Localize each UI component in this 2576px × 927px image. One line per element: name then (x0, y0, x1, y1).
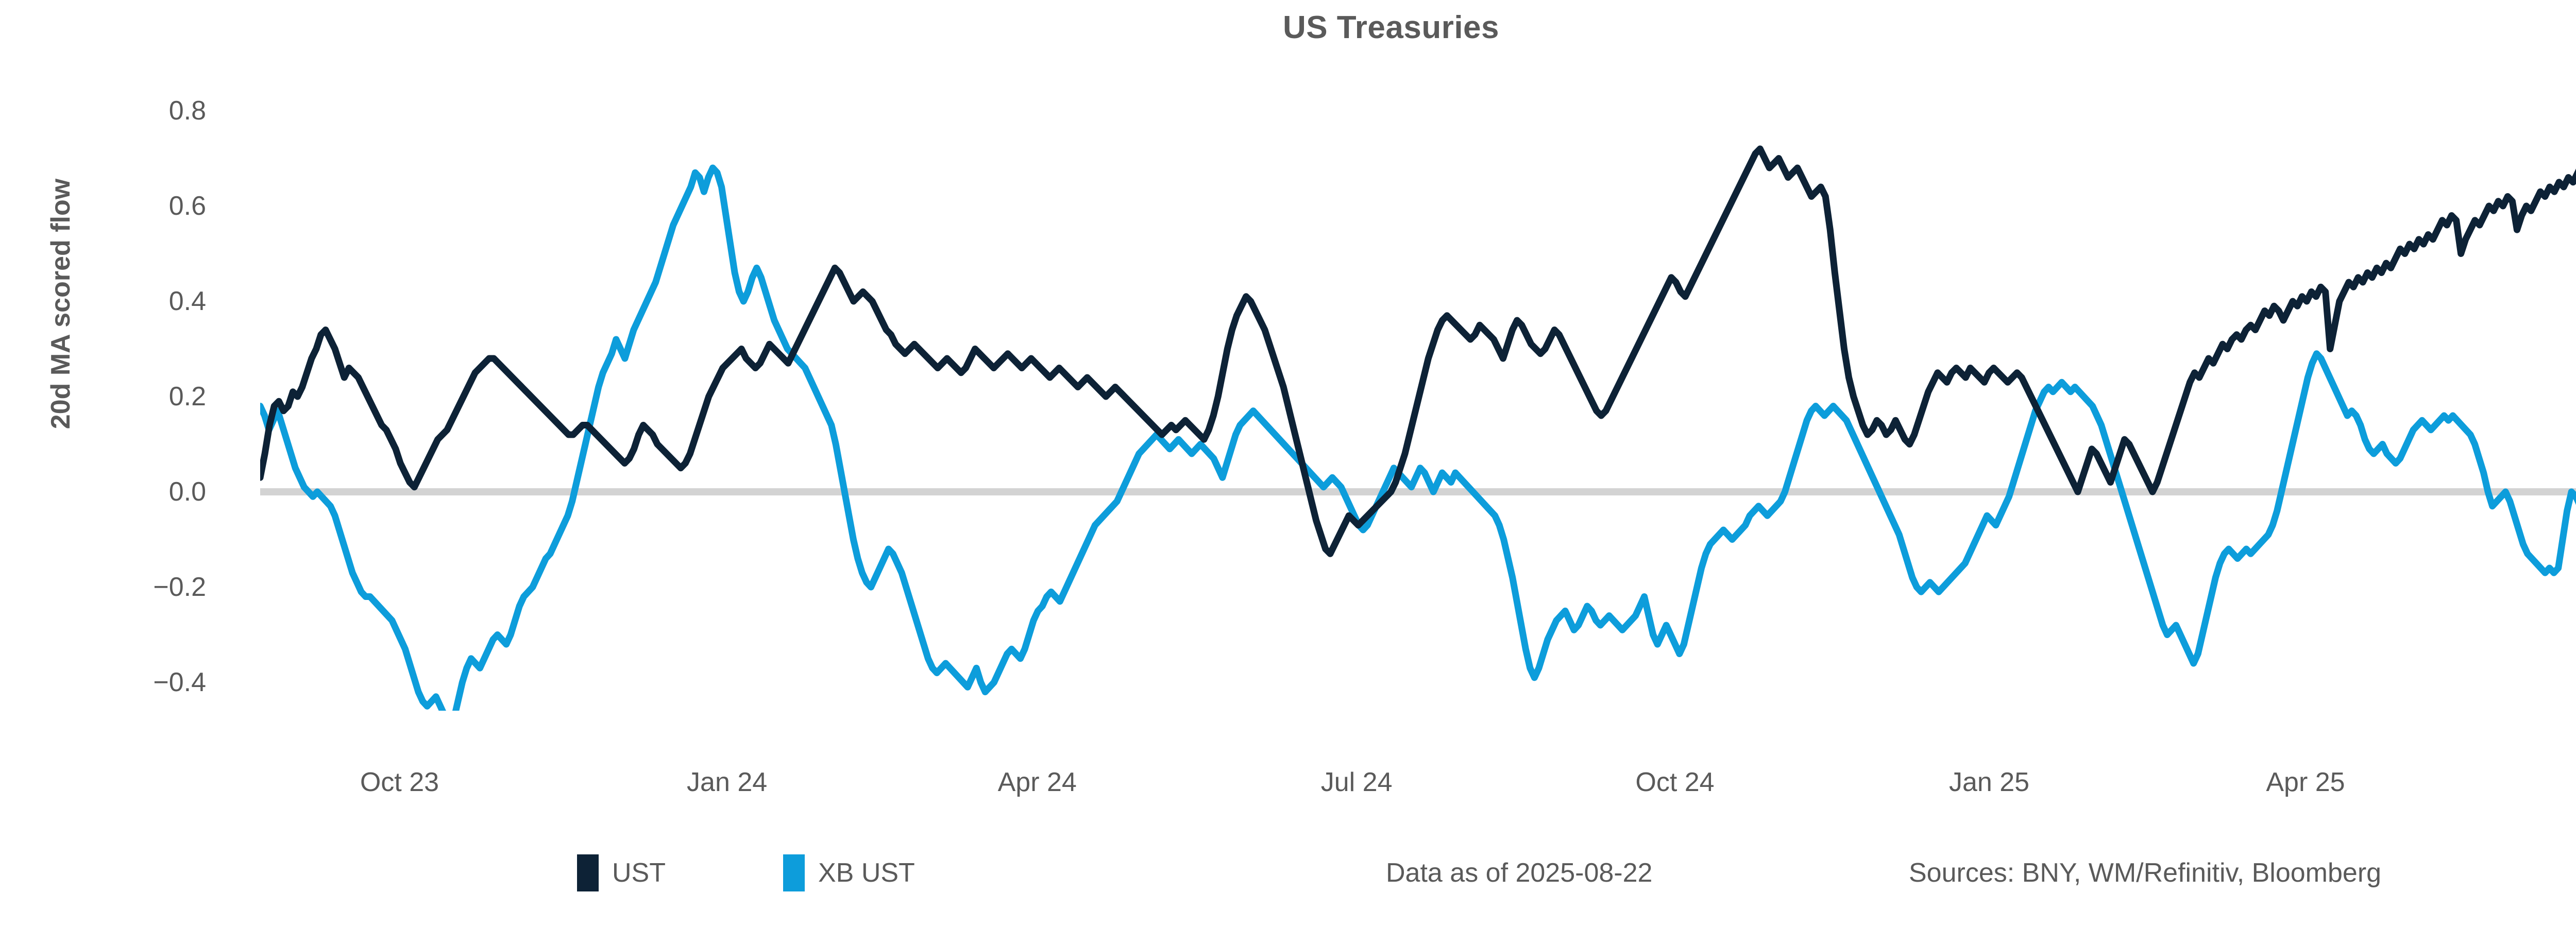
x-tick-label: Jan 24 (687, 767, 768, 797)
x-tick-label: Apr 24 (997, 767, 1077, 797)
y-axis-tick-labels: 0.8 0.6 0.4 0.2 0.0 −0.2 −0.4 (72, 0, 206, 927)
x-tick-label: Jan 25 (1948, 767, 2030, 797)
series-line-xb-ust (260, 164, 2576, 711)
data-as-of-label: Data as of 2025-08-22 (1386, 858, 1653, 888)
chart-footer: UST XB UST Data as of 2025-08-22 Sources… (0, 852, 2576, 914)
y-tick-label: 0.2 (168, 382, 206, 411)
y-tick-label: 0.6 (168, 191, 206, 221)
chart-title: US Treasuries (1282, 10, 1500, 45)
y-tick-label: −0.2 (153, 572, 206, 602)
y-tick-label: 0.8 (168, 96, 206, 126)
legend-item-ust[interactable]: UST (577, 852, 666, 894)
x-tick-label: Oct 24 (1635, 767, 1715, 797)
legend-swatch-xb-ust (783, 854, 805, 891)
legend-label-xb-ust: XB UST (818, 858, 915, 888)
series-plot (260, 145, 2576, 711)
legend-item-xb-ust[interactable]: XB UST (783, 852, 915, 894)
y-tick-label: 0.0 (168, 477, 206, 507)
y-tick-label: 0.4 (168, 286, 206, 316)
plot-area (260, 77, 2576, 711)
x-tick-label: Apr 25 (2266, 767, 2345, 797)
x-tick-label: Oct 23 (360, 767, 439, 797)
y-tick-label: −0.4 (153, 667, 206, 697)
x-tick-label: Jul 24 (1320, 767, 1393, 797)
series-line-ust (260, 145, 2576, 557)
legend-label-ust: UST (612, 858, 666, 888)
legend-swatch-ust (577, 854, 599, 891)
sources-label: Sources: BNY, WM/Refinitiv, Bloomberg (1909, 858, 2382, 888)
